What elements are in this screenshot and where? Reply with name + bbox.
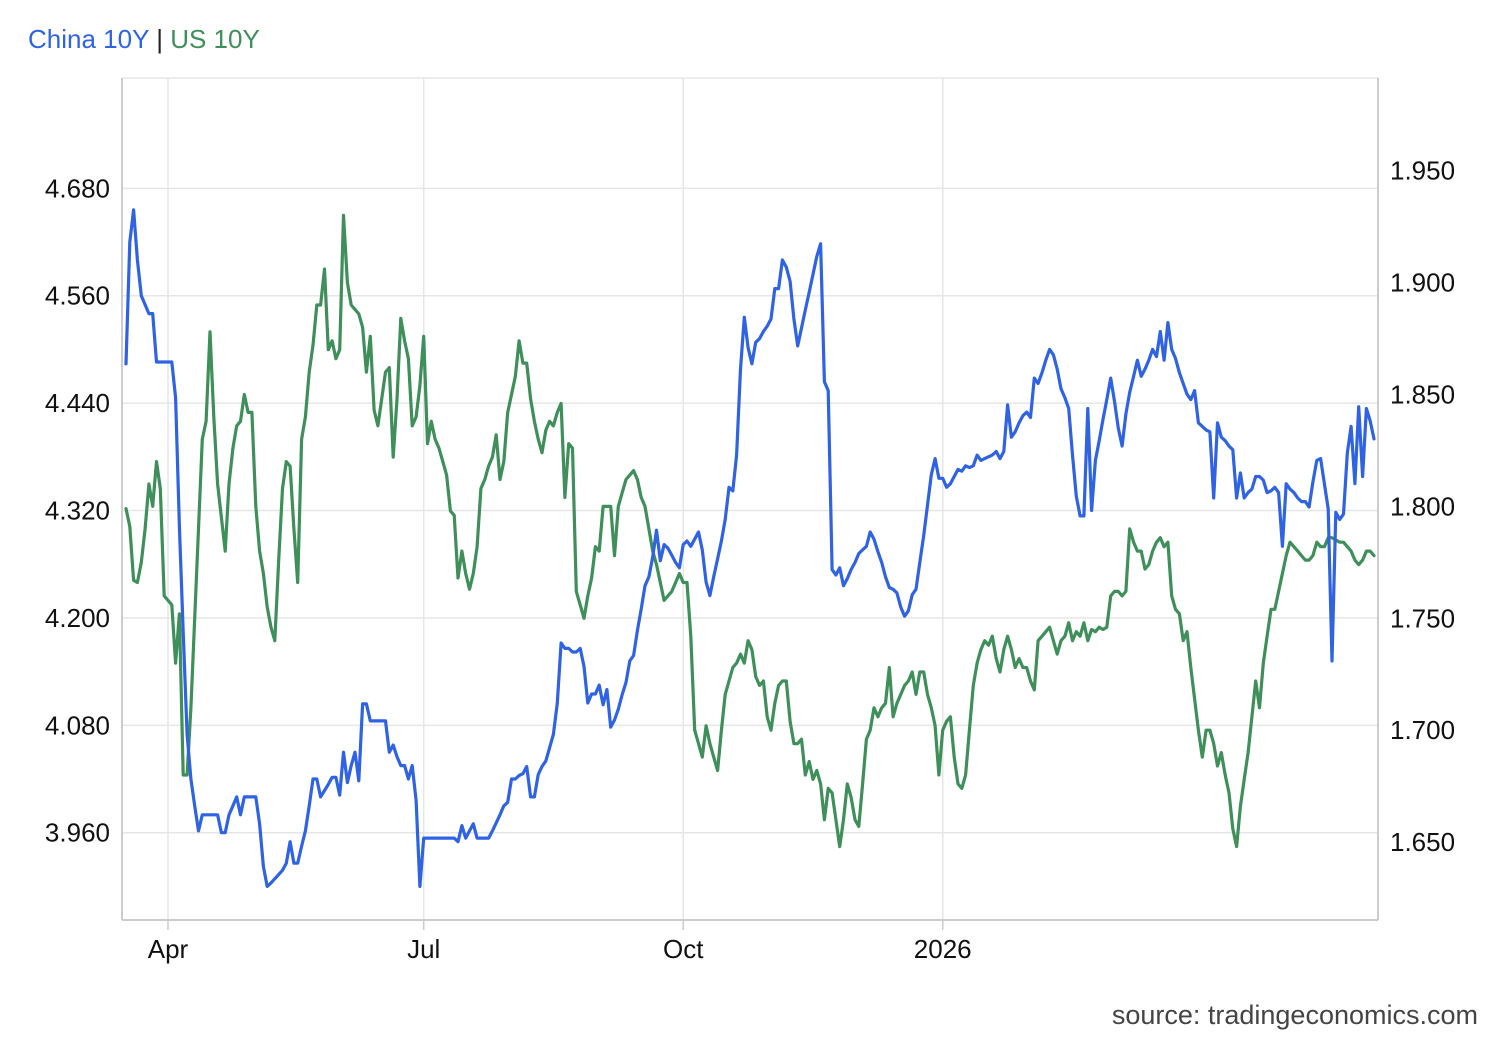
y-right-tick-label: 1.850 (1390, 379, 1455, 409)
y-right-tick-label: 1.700 (1390, 715, 1455, 745)
tick-label-layer: 3.960 4.080 4.200 4.320 4.440 4.560 4.680 1.650… (45, 156, 1455, 964)
axis-layer (121, 78, 1379, 930)
legend-us-10y[interactable]: US 10Y (170, 24, 260, 54)
y-left-tick-label: 4.440 (45, 388, 110, 418)
y-left-tick-label: 4.320 (45, 496, 110, 526)
y-left-tick-label: 4.680 (45, 173, 110, 203)
y-right-tick-label: 1.950 (1390, 156, 1455, 186)
x-tick-label: Jul (407, 934, 440, 964)
y-right-tick-label: 1.650 (1390, 827, 1455, 857)
source-credit[interactable]: source: tradingeconomics.com (1111, 1000, 1478, 1030)
legend-separator: | (156, 24, 163, 54)
y-left-tick-label: 4.560 (45, 281, 110, 311)
y-left-tick-label: 4.080 (45, 710, 110, 740)
y-left-tick-label: 4.200 (45, 603, 110, 633)
y-right-tick-label: 1.800 (1390, 491, 1455, 521)
y-left-tick-label: 3.960 (45, 818, 110, 848)
series-line-china-10y (124, 208, 1376, 888)
grid-layer (122, 77, 1378, 920)
x-tick-label: 2026 (914, 934, 972, 964)
series-layer (124, 208, 1376, 888)
x-tick-label: Oct (663, 934, 704, 964)
y-right-tick-label: 1.750 (1390, 603, 1455, 633)
series-line-us-10y (124, 213, 1376, 849)
chart-legend: China 10Y | US 10Y (28, 24, 260, 55)
x-tick-label: Apr (148, 934, 189, 964)
legend-china-10y[interactable]: China 10Y (28, 24, 149, 54)
y-right-tick-label: 1.900 (1390, 268, 1455, 298)
